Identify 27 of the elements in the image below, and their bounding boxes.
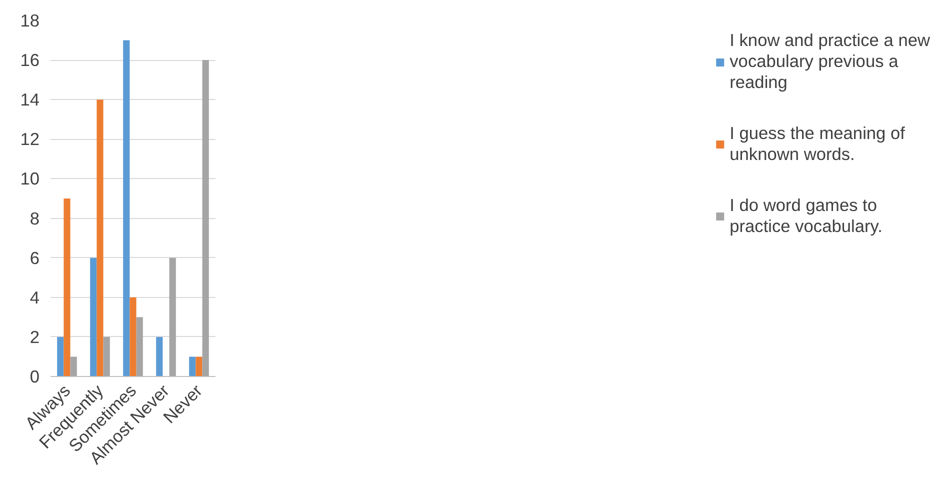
bar <box>189 356 196 376</box>
y-tick-label: 16 <box>20 50 40 70</box>
bar <box>136 317 143 376</box>
bar <box>57 336 64 376</box>
bar <box>90 258 97 376</box>
bar <box>96 100 104 376</box>
y-tick-label: 14 <box>20 90 40 110</box>
y-tick-label: 18 <box>20 10 40 30</box>
legend-label: I do word games to practice vocabulary. <box>730 195 882 237</box>
bar <box>196 356 202 376</box>
y-tick-label: 12 <box>20 129 40 150</box>
bar <box>64 198 70 376</box>
y-tick-label: 0 <box>30 366 40 386</box>
bar <box>169 258 176 376</box>
y-tick-label: 4 <box>30 287 40 308</box>
bar <box>130 297 136 376</box>
bar <box>103 336 110 376</box>
y-tick-label: 2 <box>30 326 40 347</box>
bar <box>202 60 209 376</box>
y-tick-label: 6 <box>30 248 40 268</box>
legend-label: I guess the meaning of unknown words. <box>730 123 905 165</box>
bar <box>156 336 163 376</box>
y-tick-label: 10 <box>20 168 40 189</box>
bar <box>123 40 130 376</box>
legend-label: I know and practice a new vocabulary previous a reading <box>730 30 930 93</box>
y-tick-label: 8 <box>30 208 40 228</box>
bar <box>70 356 77 376</box>
